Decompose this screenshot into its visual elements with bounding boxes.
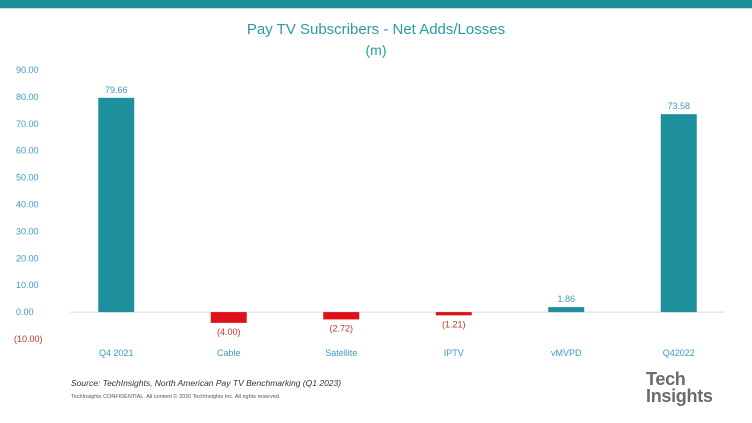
top-accent-line [0, 8, 752, 9]
bar [548, 307, 585, 313]
category-label: IPTV [444, 348, 464, 358]
category-label: Q42022 [663, 348, 695, 358]
category-label: Satellite [325, 348, 357, 358]
techinsights-logo: Tech Insights [646, 369, 713, 406]
category-label: Cable [217, 348, 241, 358]
y-tick-label: 20.00 [16, 253, 39, 263]
category-label: Q4 2021 [99, 348, 134, 358]
chart-title: Pay TV Subscribers - Net Adds/Losses [246, 21, 506, 38]
y-tick-label: 70.00 [16, 119, 39, 129]
y-tick-label: 30.00 [16, 226, 39, 236]
bar [435, 312, 472, 316]
y-tick-label: (10.00) [14, 334, 43, 344]
logo-line-2: Insights [646, 386, 713, 406]
y-tick-label: 40.00 [16, 200, 39, 210]
data-label: 79.66 [105, 85, 128, 95]
data-label: (4.00) [217, 327, 241, 337]
data-label: (2.72) [329, 323, 353, 333]
y-tick-label: 0.00 [16, 307, 34, 317]
data-label: 73.58 [667, 101, 690, 111]
bar [210, 312, 247, 323]
y-tick-label: 90.00 [16, 65, 39, 75]
data-label: (1.21) [442, 319, 466, 329]
source-note: Source: TechInsights, North American Pay… [71, 378, 342, 388]
logo-line-1: Tech [646, 369, 686, 389]
y-tick-label: 10.00 [16, 280, 39, 290]
y-tick-label: 50.00 [16, 173, 39, 183]
y-tick-label: 60.00 [16, 146, 39, 156]
chart-subtitle: (m) [365, 42, 387, 58]
top-accent-bar [0, 0, 752, 8]
bar [323, 312, 360, 320]
category-label: vMVPD [551, 348, 582, 358]
bar [98, 97, 135, 313]
y-tick-label: 80.00 [16, 92, 39, 102]
confidential-note: TechInsights CONFIDENTIAL. All content ©… [71, 394, 281, 400]
bar [660, 114, 697, 313]
data-label: 1.86 [557, 294, 575, 304]
